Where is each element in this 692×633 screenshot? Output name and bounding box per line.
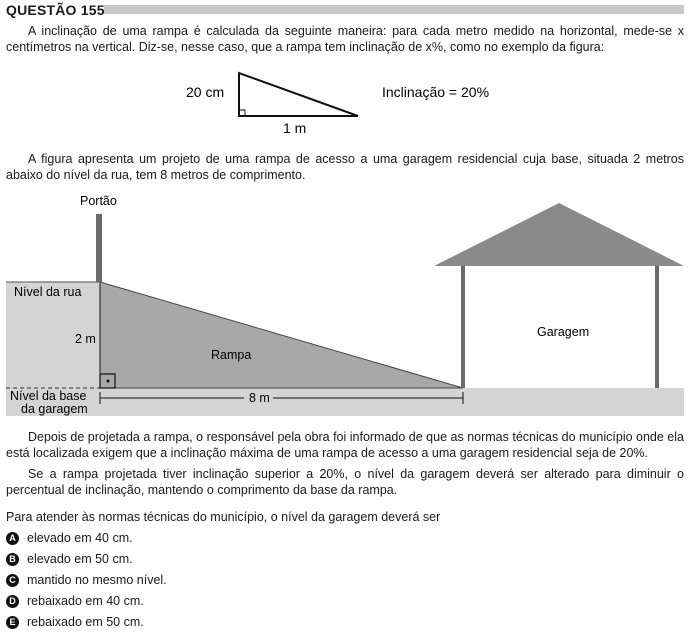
garage-roof bbox=[434, 203, 684, 266]
option-d[interactable]: D rebaixado em 40 cm. bbox=[6, 593, 144, 609]
street-level-block bbox=[6, 282, 100, 388]
garage-right-post bbox=[655, 266, 659, 388]
option-b-letter-badge: B bbox=[6, 552, 19, 566]
header-divider-bar bbox=[104, 5, 684, 14]
regulation-paragraph: Depois de projetada a rampa, o responsáv… bbox=[6, 430, 684, 460]
question-stem: Para atender às normas técnicas do munic… bbox=[6, 510, 441, 524]
example-right-angle-mark bbox=[238, 109, 246, 117]
example-slope-label: Inclinação = 20% bbox=[382, 84, 489, 100]
street-level-label: Nível da rua bbox=[14, 285, 81, 299]
ramp-right-angle-mark bbox=[99, 373, 116, 389]
gate-label: Portão bbox=[80, 194, 117, 208]
option-a-letter-badge: A bbox=[6, 531, 19, 545]
ramp-shape bbox=[99, 281, 464, 389]
option-e-text: rebaixado em 50 cm. bbox=[27, 615, 144, 629]
option-e-letter-badge: E bbox=[6, 615, 19, 629]
base-level-label-line1: Nível da base bbox=[10, 389, 86, 403]
option-d-letter-badge: D bbox=[6, 594, 19, 608]
option-e[interactable]: E rebaixado em 50 cm. bbox=[6, 614, 144, 630]
adjustment-paragraph: Se a rampa projetada tiver inclinação su… bbox=[6, 467, 684, 497]
gate-post bbox=[96, 214, 102, 282]
garage-base-floor bbox=[6, 388, 684, 416]
option-a[interactable]: A elevado em 40 cm. bbox=[6, 530, 133, 546]
example-triangle bbox=[238, 71, 359, 117]
garage-left-post bbox=[461, 266, 465, 388]
option-a-text: elevado em 40 cm. bbox=[27, 531, 133, 545]
length-label: 8 m bbox=[249, 391, 270, 405]
question-title: QUESTÃO 155 bbox=[6, 2, 105, 18]
garage-label: Garagem bbox=[537, 325, 589, 339]
option-d-text: rebaixado em 40 cm. bbox=[27, 594, 144, 608]
height-label: 2 m bbox=[75, 332, 96, 346]
option-c-letter-badge: C bbox=[6, 573, 19, 587]
option-b[interactable]: B elevado em 50 cm. bbox=[6, 551, 133, 567]
base-level-label-line2: da garagem bbox=[21, 402, 88, 416]
option-c-text: mantido no mesmo nível. bbox=[27, 573, 167, 587]
intro-paragraph: A inclinação de uma rampa é calculada da… bbox=[6, 24, 684, 54]
example-vertical-label: 20 cm bbox=[186, 84, 224, 100]
ramp-description-paragraph: A figura apresenta um projeto de uma ram… bbox=[6, 152, 684, 182]
ramp-right-angle-dot bbox=[106, 379, 110, 383]
example-horizontal-label: 1 m bbox=[283, 120, 306, 136]
option-b-text: elevado em 50 cm. bbox=[27, 552, 133, 566]
option-c[interactable]: C mantido no mesmo nível. bbox=[6, 572, 167, 588]
ramp-label: Rampa bbox=[211, 348, 251, 362]
